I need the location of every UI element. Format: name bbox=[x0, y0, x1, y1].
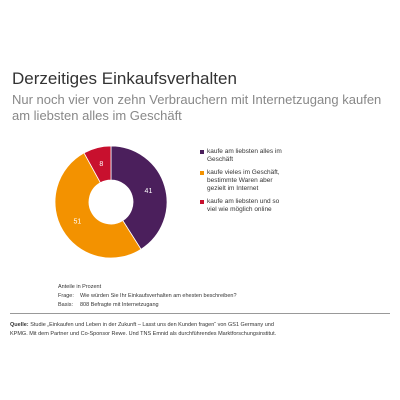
divider bbox=[10, 313, 390, 314]
legend-swatch bbox=[200, 171, 204, 175]
data-label: 41 bbox=[145, 188, 153, 195]
source-text: Studie „Einkaufen und Leben in der Zukun… bbox=[10, 322, 277, 337]
note-label: Basis: bbox=[58, 302, 73, 308]
legend-swatch bbox=[200, 200, 204, 204]
note: Frage: Wie würden Sie Ihr Einkaufsverhalt… bbox=[58, 292, 237, 301]
data-label: 8 bbox=[99, 161, 103, 168]
source: Quelle: Studie „Einkaufen und Leben in d… bbox=[10, 321, 290, 339]
source-label: Quelle: bbox=[10, 322, 29, 328]
legend-label: kaufe vieles im Geschäft, bestimmte Ware… bbox=[207, 169, 280, 192]
legend: kaufe am liebsten alles im Geschäft kaufe… bbox=[200, 148, 288, 219]
slice bbox=[83, 145, 112, 184]
chart-title: Derzeitiges Einkaufsverhalten bbox=[12, 69, 237, 88]
legend-swatch bbox=[200, 150, 204, 154]
legend-label: kaufe am liebsten alles im Geschäft bbox=[207, 148, 282, 163]
legend-label: kaufe am liebsten und so viel wie möglic… bbox=[207, 198, 280, 213]
note: Basis: 808 Befragte mit Internetzugang bbox=[58, 301, 237, 310]
note: Anteile in Prozent bbox=[58, 284, 102, 290]
note-label: Frage: bbox=[58, 293, 74, 299]
legend-item: kaufe am liebsten und so viel wie möglic… bbox=[200, 198, 288, 214]
notes: Anteile in Prozent Frage: Wie würden Sie … bbox=[58, 283, 237, 310]
chart-subtitle: Nur noch vier von zehn Verbrauchern mit … bbox=[12, 92, 382, 123]
legend-item: kaufe vieles im Geschäft, bestimmte Ware… bbox=[200, 169, 288, 193]
note-text: 808 Befragte mit Internetzugang bbox=[80, 302, 159, 308]
data-label: 51 bbox=[74, 219, 82, 226]
legend-item: kaufe am liebsten alles im Geschäft bbox=[200, 148, 288, 164]
note-text: Wie würden Sie Ihr Einkaufsverhalten am … bbox=[80, 293, 237, 299]
slice bbox=[54, 152, 142, 259]
